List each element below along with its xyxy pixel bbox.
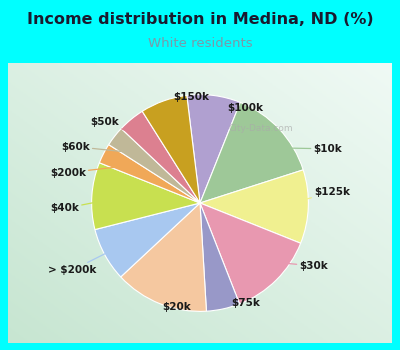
Text: $100k: $100k — [210, 103, 264, 122]
Wedge shape — [99, 145, 200, 203]
Text: White residents: White residents — [148, 37, 252, 50]
Text: $125k: $125k — [281, 187, 350, 206]
Text: $30k: $30k — [257, 261, 328, 271]
Wedge shape — [121, 111, 200, 203]
Text: $200k: $200k — [50, 166, 128, 178]
Wedge shape — [200, 203, 301, 304]
Text: Income distribution in Medina, ND (%): Income distribution in Medina, ND (%) — [27, 12, 373, 27]
Wedge shape — [200, 203, 240, 311]
Wedge shape — [95, 203, 200, 277]
Text: $50k: $50k — [90, 117, 148, 140]
Wedge shape — [109, 128, 200, 203]
Text: $150k: $150k — [173, 92, 209, 126]
Text: > $200k: > $200k — [48, 242, 129, 275]
Wedge shape — [92, 163, 200, 230]
Wedge shape — [121, 203, 206, 312]
Wedge shape — [200, 102, 303, 203]
Wedge shape — [200, 170, 308, 243]
Wedge shape — [187, 94, 240, 203]
Text: $10k: $10k — [260, 144, 342, 154]
Text: City-Data.com: City-Data.com — [228, 124, 293, 133]
Text: $40k: $40k — [50, 198, 119, 214]
Text: $60k: $60k — [61, 142, 136, 153]
Wedge shape — [142, 96, 200, 203]
Text: $75k: $75k — [218, 282, 260, 308]
Text: $20k: $20k — [162, 279, 190, 312]
